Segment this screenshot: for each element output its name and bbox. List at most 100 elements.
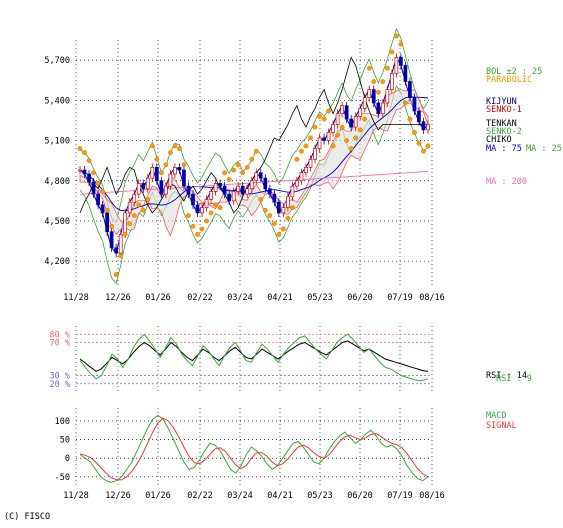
parabolic-dot [122,231,128,237]
parabolic-dot [326,108,331,114]
parabolic-dot [398,41,404,47]
parabolic-dot [95,181,101,186]
candle-body [240,185,245,195]
y-tick-label: 4,500 [44,217,70,227]
parabolic-dot [91,170,96,176]
parabolic-dot [294,156,300,162]
candle-body [154,167,159,182]
candle-body [82,169,87,175]
candle-body [272,193,277,203]
candle-body [164,185,168,195]
parabolic-dot [199,226,205,232]
parabolic-dot [204,218,209,224]
candle-body [344,105,349,120]
candle-body [367,89,372,98]
parabolic-dot [262,207,268,213]
candle-body [186,185,191,195]
candle-body [277,201,281,214]
candle-body [78,169,82,172]
series-line [79,417,429,481]
candle-body [200,207,204,214]
x-tick-label: 02/22 [187,491,213,501]
legend-label: KIJYUN [486,97,517,107]
candle-body [358,108,363,117]
legend-label: SENKO-1 [486,105,522,115]
candle-body [209,191,213,200]
parabolic-dot [403,100,408,106]
parabolic-dot [167,150,173,156]
parabolic-dot [181,162,187,168]
candle-body [254,172,259,182]
y-tick-label: 0 [65,454,70,464]
candle-body [123,212,128,235]
parabolic-dot [82,150,87,156]
candle-body [408,81,412,98]
legend-label: MA : 200 [486,177,527,187]
parabolic-dot [267,213,273,219]
candle-body [331,124,335,133]
legend-label: MA : 25 [526,144,562,154]
candle-body [100,204,105,214]
parabolic-dot [118,253,124,259]
x-tick-label: 07/19 [387,491,413,501]
parabolic-dot [321,116,327,122]
candle-body [177,167,182,171]
parabolic-dot [416,140,422,146]
parabolic-dot [177,146,182,151]
candle-body [105,212,109,233]
x-tick-label: 11/28 [63,293,89,303]
parabolic-dot [100,189,105,194]
candle-body [380,102,385,115]
parabolic-dot [371,79,377,84]
parabolic-dot [258,197,264,202]
candle-body [150,167,155,179]
parabolic-dot [190,223,196,229]
x-tick-label: 04/21 [267,293,293,303]
candle-body [376,102,381,115]
candle-body [385,89,390,104]
y-tick-label: 70 % [50,339,70,349]
x-tick-label: 03/24 [227,491,253,501]
parabolic-dot [312,124,318,130]
candle-body [109,231,114,249]
y-tick-label: 100 [55,417,70,427]
candle-body [87,173,91,183]
parabolic-dot [145,197,151,202]
x-tick-label: 12/26 [105,293,131,303]
parabolic-dot [149,143,155,149]
parabolic-dot [231,167,237,173]
parabolic-dot [412,130,417,135]
parabolic-dot [330,143,336,149]
candle-body [222,185,227,195]
candle-body [195,204,200,214]
candle-body [204,199,209,208]
candle-body [127,201,132,214]
parabolic-dot [217,205,223,210]
parabolic-dot [335,132,341,138]
y-tick-label: 5,400 [44,96,70,106]
parabolic-dot [389,49,395,55]
series-line [79,414,429,483]
parabolic-dot [421,148,426,154]
candle-body [412,97,417,112]
parabolic-dot [86,158,92,164]
parabolic-dot [362,116,368,122]
candle-body [182,169,186,187]
candle-body [132,193,137,203]
parabolic-dot [384,65,390,71]
y-tick-label: 5,700 [44,56,70,66]
parabolic-dot [127,221,133,227]
parabolic-dot [208,210,214,216]
candle-body [286,196,290,208]
candle-body [267,188,272,195]
candle-body [213,183,218,192]
legend-label: RSI : 9 [496,374,532,384]
candle-body [91,181,96,195]
x-tick-label: 04/21 [267,491,293,501]
y-tick-label: 4,800 [44,177,70,187]
parabolic-dot [425,143,431,149]
candle-body [114,247,119,254]
legend-label: MA : 75 [486,144,522,154]
candle-body [290,185,295,198]
